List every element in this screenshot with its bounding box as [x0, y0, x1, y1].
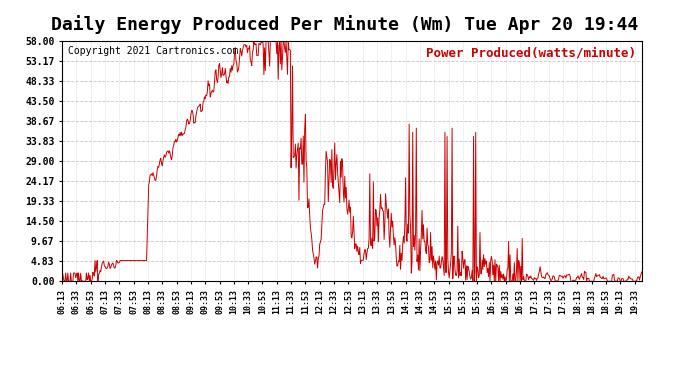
- Text: Power Produced(watts/minute): Power Produced(watts/minute): [426, 46, 636, 59]
- Text: Daily Energy Produced Per Minute (Wm) Tue Apr 20 19:44: Daily Energy Produced Per Minute (Wm) Tu…: [51, 15, 639, 34]
- Text: Copyright 2021 Cartronics.com: Copyright 2021 Cartronics.com: [68, 46, 238, 56]
